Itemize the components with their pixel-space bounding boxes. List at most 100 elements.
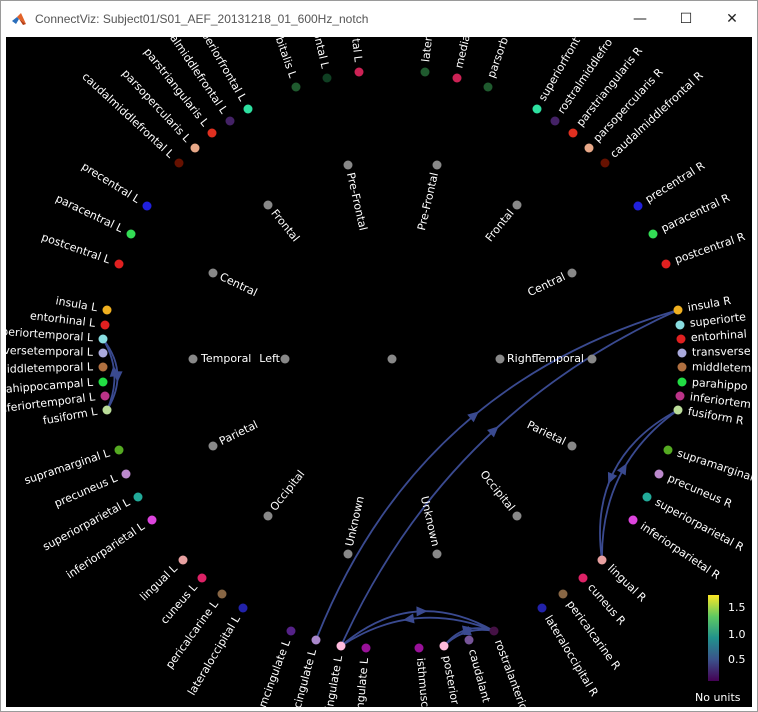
node-supramarginal-l[interactable] [114, 445, 124, 455]
node-isthmuscingulate-r[interactable] [414, 643, 424, 653]
node-parsopercularis-r[interactable] [584, 143, 594, 153]
group-node-prefrontal-L[interactable] [343, 160, 353, 170]
node-parahippocampal-r[interactable] [677, 377, 687, 387]
node-insula-l[interactable] [102, 305, 112, 315]
node-cuneus-r[interactable] [578, 573, 588, 583]
connection-link[interactable] [315, 309, 679, 641]
close-button[interactable]: ✕ [726, 11, 738, 27]
maximize-button[interactable]: ☐ [679, 11, 693, 27]
group-node-frontal-L[interactable] [263, 200, 273, 210]
node-parstriangularis-l[interactable] [207, 128, 217, 138]
node-transversetemporal-r[interactable] [677, 348, 687, 358]
node-transversetemporal-l[interactable] [98, 348, 108, 358]
node-paracentral-r[interactable] [648, 229, 658, 239]
connection-link[interactable] [340, 309, 679, 647]
node-lingual-l[interactable] [178, 555, 188, 565]
node-postcentral-r[interactable] [661, 259, 671, 269]
group-node-hemi-L[interactable] [280, 354, 290, 364]
group-node-occipital-L[interactable] [263, 511, 273, 521]
node-fusiform-l[interactable] [102, 405, 112, 415]
node-insula-r[interactable] [673, 305, 683, 315]
group-label: Unknown [418, 495, 442, 548]
node-superiorfrontal-r[interactable] [532, 104, 542, 114]
node-isthmuscingulate-l[interactable] [286, 626, 296, 636]
group-node-root[interactable] [387, 354, 397, 364]
node-postcentral-l[interactable] [114, 259, 124, 269]
node-label: middletem [692, 360, 752, 375]
node-rostralmiddlefrontal-l[interactable] [225, 116, 235, 126]
node-inferiortemporal-l[interactable] [100, 391, 110, 401]
node-posteriorcingulate-l[interactable] [311, 635, 321, 645]
node-fusiform-r[interactable] [673, 405, 683, 415]
node-parsorbitalis-r[interactable] [483, 82, 493, 92]
node-rostralanteriorcingulate-r[interactable] [489, 626, 499, 636]
node-superiorfrontal-l[interactable] [243, 104, 253, 114]
group-node-occipital-R[interactable] [512, 511, 522, 521]
connectivity-graph-canvas[interactable]: orbitalis L ontal L tal L later media parsorb… [6, 37, 752, 707]
node-label: hmcingulate L [254, 637, 294, 707]
node-superiorparietal-l[interactable] [133, 492, 143, 502]
group-node-frontal-R[interactable] [512, 200, 522, 210]
group-node-temporal-R[interactable] [587, 354, 597, 364]
nodes-layer: orbitalis L ontal L tal L later media parsorb… [6, 37, 752, 707]
node-rostralanteriorcingulate-l[interactable] [361, 643, 371, 653]
node-supramarginal-r[interactable] [663, 445, 673, 455]
group-label: Central [218, 270, 260, 299]
node-entorhinal-l[interactable] [100, 320, 110, 330]
node-superiortemporal-r[interactable] [675, 320, 685, 330]
node-paracentral-l[interactable] [126, 229, 136, 239]
node-middletemporal-r[interactable] [677, 362, 687, 372]
node-label: lingual R [605, 562, 649, 605]
node-lingual-r[interactable] [597, 555, 607, 565]
node-precuneus-l[interactable] [121, 469, 131, 479]
node-superiorparietal-r[interactable] [642, 492, 652, 502]
node-inferiorparietal-r[interactable] [628, 515, 638, 525]
connectivity-graph[interactable]: orbitalis L ontal L tal L later media parsorb… [6, 37, 752, 707]
group-node-hemi-R[interactable] [495, 354, 505, 364]
group-node-parietal-R[interactable] [567, 441, 577, 451]
group-node-prefrontal-R[interactable] [432, 160, 442, 170]
connection-link[interactable] [599, 409, 679, 561]
node-label: media [452, 37, 472, 70]
node-precentral-r[interactable] [633, 201, 643, 211]
node-caudalanteriorcingulate-r[interactable] [464, 635, 474, 645]
node-precentral-l[interactable] [142, 201, 152, 211]
node-inferiortemporal-r[interactable] [675, 391, 685, 401]
node-precuneus-r[interactable] [654, 469, 664, 479]
connection-link[interactable] [340, 610, 495, 647]
node-cuneus-l[interactable] [197, 573, 207, 583]
node-middletemporal-l[interactable] [98, 362, 108, 372]
node-posteriorcingulate-r[interactable] [439, 641, 449, 651]
node-parstriangularis-r[interactable] [568, 128, 578, 138]
node-medialorbitofrontal-l[interactable] [354, 67, 364, 77]
connection-link[interactable] [340, 616, 495, 647]
node-superiortemporal-l[interactable] [98, 334, 108, 344]
group-node-parietal-L[interactable] [208, 441, 218, 451]
connection-arrow [487, 426, 499, 438]
node-caudalanteriorcingulate-l[interactable] [336, 641, 346, 651]
node-inferiorparietal-l[interactable] [147, 515, 157, 525]
node-label: superiorte [689, 310, 747, 330]
connection-link[interactable] [601, 409, 679, 561]
group-node-central-L[interactable] [208, 268, 218, 278]
group-node-unknown-L[interactable] [343, 549, 353, 559]
group-node-unknown-R[interactable] [432, 549, 442, 559]
node-lateralorbitofrontal-r[interactable] [420, 67, 430, 77]
node-entorhinal-r[interactable] [676, 334, 686, 344]
node-label: postcentral R [673, 230, 747, 266]
node-caudalmiddlefrontal-r[interactable] [600, 158, 610, 168]
minimize-button[interactable]: — [633, 11, 647, 27]
node-lateraloccipital-r[interactable] [537, 603, 547, 613]
node-lateralorbitofrontal-l[interactable] [322, 73, 332, 83]
node-lateraloccipital-l[interactable] [238, 603, 248, 613]
node-pericalcarine-r[interactable] [558, 589, 568, 599]
node-pericalcarine-l[interactable] [217, 589, 227, 599]
node-medialorbitofrontal-r[interactable] [452, 73, 462, 83]
node-caudalmiddlefrontal-l[interactable] [174, 158, 184, 168]
node-lateralorbitofrontal-l-partial[interactable] [291, 82, 301, 92]
group-node-temporal-L[interactable] [188, 354, 198, 364]
node-parahippocampal-l[interactable] [98, 377, 108, 387]
node-parsopercularis-l[interactable] [190, 143, 200, 153]
node-rostralmiddlefrontal-r[interactable] [550, 116, 560, 126]
group-node-central-R[interactable] [567, 268, 577, 278]
